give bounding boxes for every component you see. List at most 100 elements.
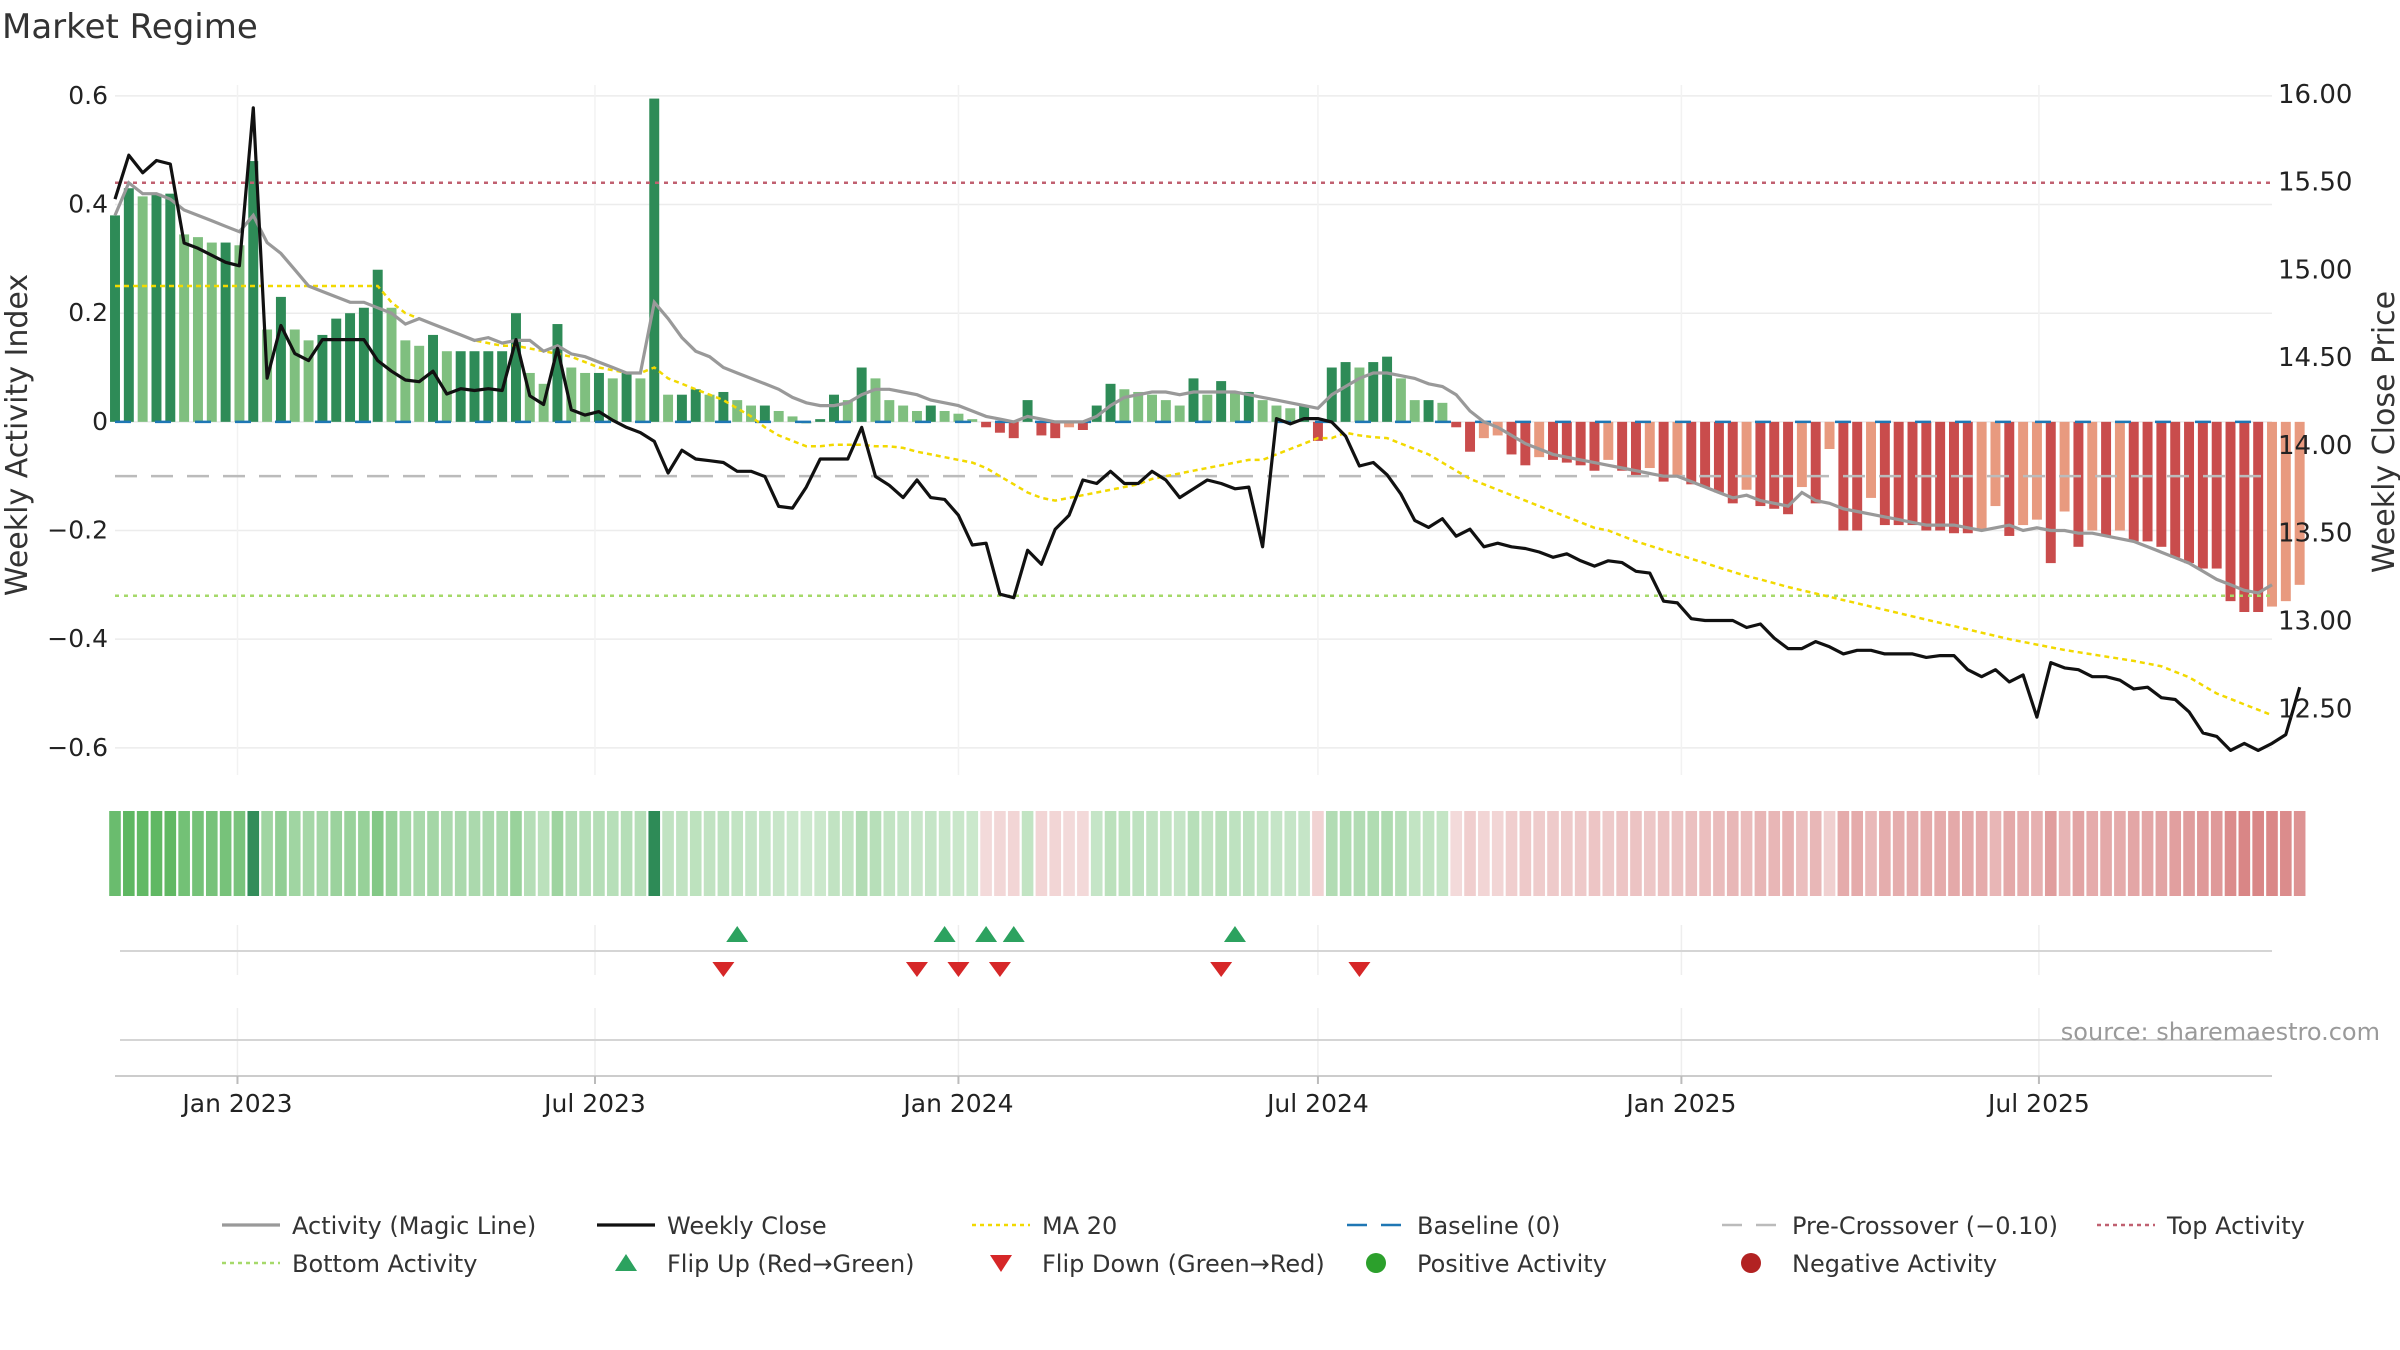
activity-bar: [1713, 421, 1724, 493]
activity-bar: [165, 193, 176, 422]
regime-cell: [1533, 811, 1545, 896]
flip-down-marker: [947, 962, 970, 977]
regime-cell: [1160, 811, 1172, 896]
activity-bar: [911, 410, 922, 422]
regime-cell: [2086, 811, 2099, 896]
activity-bar: [1589, 421, 1600, 471]
regime-cell: [1187, 811, 1200, 896]
regime-cell: [2238, 811, 2251, 896]
activity-bar: [1230, 391, 1240, 422]
source-note: source: sharemaestro.com: [2061, 1018, 2380, 1046]
regime-cell: [994, 811, 1006, 896]
activity-bar: [1188, 378, 1199, 422]
activity-bar: [1147, 394, 1157, 422]
legend-label: Pre-Crossover (−0.10): [1792, 1212, 2058, 1240]
regime-cell: [510, 811, 522, 896]
regime-cell: [1948, 811, 1960, 896]
activity-bar: [1561, 421, 1572, 463]
regime-cell: [275, 811, 287, 896]
regime-cell: [966, 811, 979, 896]
regime-cell: [192, 811, 204, 896]
activity-bar: [1105, 383, 1116, 422]
activity-bar: [663, 394, 674, 422]
legend-item: Negative Activity: [1741, 1250, 1997, 1278]
activity-bar: [1216, 381, 1227, 422]
activity-bar: [1285, 408, 1296, 422]
activity-bar: [2184, 421, 2195, 564]
activity-bar: [248, 161, 259, 422]
activity-bar: [483, 351, 494, 422]
activity-bar: [925, 405, 936, 422]
regime-cell: [1962, 811, 1974, 896]
regime-cell: [537, 811, 550, 896]
regime-cell: [2127, 811, 2140, 896]
activity-bar: [511, 313, 521, 422]
regime-cell: [2183, 811, 2195, 896]
right-tick-label: 13.00: [2278, 606, 2352, 636]
regime-cell: [1713, 811, 1725, 896]
regime-cell: [399, 811, 412, 896]
activity-bar: [234, 245, 245, 422]
activity-bar: [870, 378, 881, 422]
x-tick-label: Jan 2024: [901, 1089, 1013, 1118]
activity-bar: [759, 405, 770, 422]
regime-cell: [123, 811, 135, 896]
x-ticks: Jan 2023 Jul 2023 Jan 2024 Jul 2024 Jan 2025…: [180, 1076, 2090, 1118]
legend-label: Flip Up (Red→Green): [667, 1250, 915, 1278]
activity-bar: [1160, 400, 1171, 422]
flip-up-marker: [726, 926, 749, 942]
activity-bar: [981, 421, 992, 428]
activity-bar: [2239, 421, 2250, 613]
activity-bar: [1796, 421, 1807, 488]
flip-down-marker: [712, 962, 735, 977]
activity-bar: [1976, 421, 1987, 531]
activity-bar: [649, 98, 660, 422]
activity-bar: [1866, 421, 1876, 498]
regime-cell: [2100, 811, 2112, 896]
regime-cell: [524, 811, 536, 896]
legend-label: Positive Activity: [1417, 1250, 1607, 1278]
regime-cell: [1118, 811, 1131, 896]
flip-down-marker: [988, 962, 1011, 977]
right-tick-label: 14.50: [2278, 343, 2352, 373]
activity-bar: [566, 367, 577, 422]
regime-cell: [1298, 811, 1310, 896]
activity-bar: [939, 410, 950, 422]
weekly-close-line: [113, 106, 2302, 753]
regime-cell: [1367, 811, 1380, 896]
regime-cell: [800, 811, 813, 896]
activity-bar: [1727, 421, 1738, 504]
regime-cell: [662, 811, 674, 896]
activity-bar: [2225, 421, 2236, 602]
regime-cell: [786, 811, 799, 896]
activity-bar: [552, 324, 563, 422]
activity-bar: [2294, 421, 2305, 585]
regime-cell: [1381, 811, 1393, 896]
activity-bar: [317, 334, 328, 422]
regime-cell: [869, 811, 882, 896]
regime-cell: [1229, 811, 1241, 896]
activity-bar: [1658, 421, 1669, 482]
regime-cell: [2252, 811, 2264, 896]
regime-cell: [1934, 811, 1946, 896]
right-tick-label: 14.00: [2278, 431, 2352, 461]
flip-down-marker: [1348, 962, 1371, 977]
activity-bar: [192, 237, 203, 422]
regime-cell: [205, 811, 218, 896]
regime-cell: [1837, 811, 1850, 896]
activity-bar: [331, 318, 342, 422]
activity-bar: [1935, 421, 1946, 531]
activity-bar: [2004, 421, 2015, 536]
regime-cell: [2155, 811, 2168, 896]
activity-bar: [455, 351, 466, 422]
activity-bar: [1644, 421, 1655, 469]
regime-cell: [385, 811, 398, 896]
flip-up-marker: [933, 926, 956, 942]
regime-cell: [233, 811, 246, 896]
regime-cell: [1865, 811, 1877, 896]
regime-cell: [1395, 811, 1407, 896]
activity-bar: [967, 419, 978, 422]
regime-cell: [1561, 811, 1573, 896]
regime-cell: [288, 811, 301, 896]
flip-down-marker: [1210, 962, 1233, 977]
